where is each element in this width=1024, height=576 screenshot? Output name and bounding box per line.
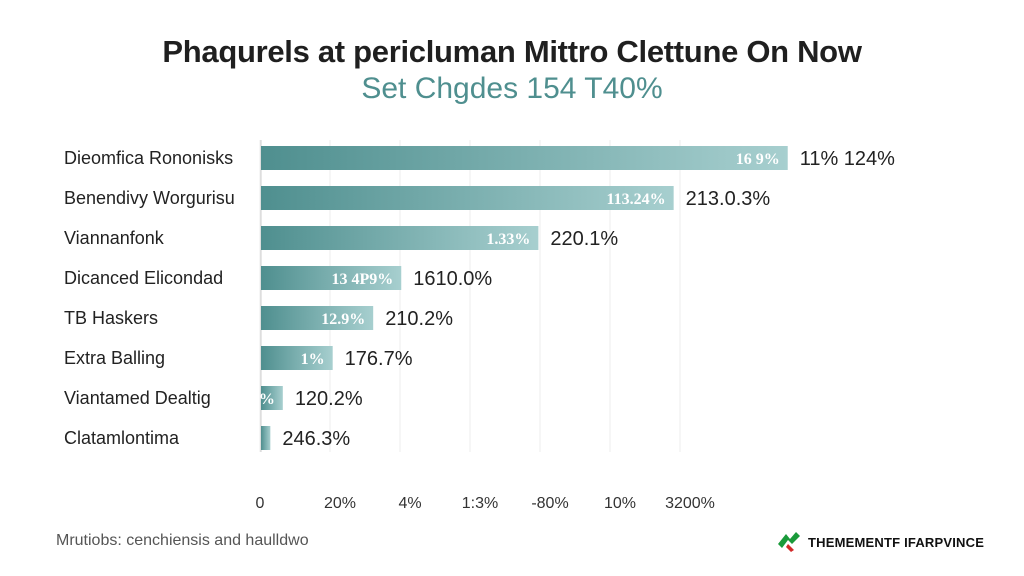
bar-outside-label: 213.0.3% [686,188,771,210]
bar [261,146,788,170]
bar-value-label: 12.9% [321,311,365,328]
category-label: Dicanced Elicondad [64,268,223,288]
x-tick-label: 20% [324,495,356,512]
bar-outside-label: 176.7% [345,348,413,370]
bar-outside-label: 246.3% [282,428,350,450]
bar [261,426,271,450]
x-tick-label: 3200% [665,495,715,512]
bar-outside-label: 11% 124% [800,148,895,170]
x-tick-label: -80% [531,495,568,512]
bar-value-label: 16 9% [736,151,780,168]
x-tick-label: 0 [256,495,265,512]
category-label: Viantamed Dealtig [64,388,211,408]
bar-value-label: 1.33% [486,231,530,248]
bar-outside-label: 210.2% [385,308,453,330]
bar [261,386,283,410]
brand-logo-icon [778,532,800,552]
bar-outside-label: 120.2% [295,388,363,410]
bar [261,226,539,250]
category-label: Dieomfica Rononisks [64,148,233,168]
bar-value-label: % [259,391,275,408]
bar-outside-label: 1610.0% [413,268,492,290]
category-label: Clatamlontima [64,428,180,448]
brand-name: THEMEMENTF IFARPVINCE [808,534,985,550]
brand-logo: THEMEMENTF IFARPVINCE [776,530,984,554]
x-tick-label: 4% [398,495,421,512]
category-label: Viannanfonk [64,228,165,248]
chart-title: Phaqurels at pericluman Mittro Clettune … [162,34,862,69]
bar-value-label: 1% [301,351,325,368]
bar [261,306,374,330]
bar-value-label: 113.24% [607,191,666,208]
chart-footnote: Mrutiobs: cenchiensis and haulldwo [56,532,309,549]
category-label: Benendivy Worgurisu [64,188,235,208]
bar-outside-label: 220.1% [550,228,618,250]
category-label: TB Haskers [64,308,158,328]
category-label: Extra Balling [64,348,165,368]
bar-value-label: 13 4P9% [331,271,393,288]
bar [261,346,333,370]
bar [261,266,402,290]
x-tick-label: 1:3% [462,495,498,512]
x-tick-label: 10% [604,495,636,512]
chart-subtitle: Set Chgdes 154 T40% [361,72,663,105]
bar [261,186,674,210]
